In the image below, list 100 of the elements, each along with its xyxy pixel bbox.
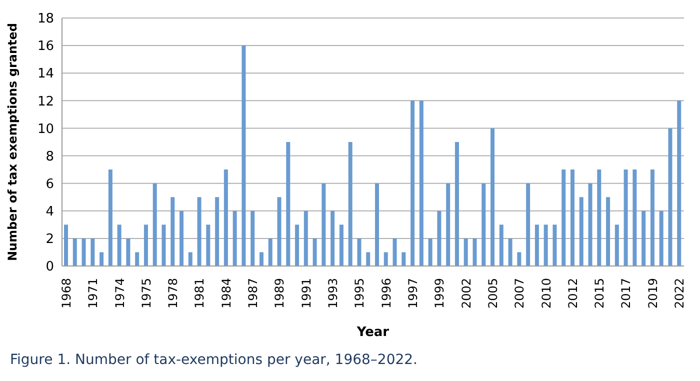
- bar: [242, 46, 246, 266]
- x-tick-label: 2007: [512, 278, 527, 309]
- bar: [437, 210, 442, 266]
- y-axis-title: Number of tax exemptions granted: [5, 23, 20, 261]
- bar: [375, 183, 379, 266]
- bar: [312, 238, 317, 266]
- bar: [650, 170, 654, 266]
- x-tick-label: 1971: [86, 278, 100, 309]
- bar: [624, 170, 628, 266]
- bar: [108, 170, 112, 266]
- y-tick-label: 2: [46, 232, 54, 248]
- bar: [250, 210, 255, 266]
- bar: [135, 252, 140, 266]
- bar: [215, 197, 220, 266]
- x-tick-label: 1978: [166, 278, 180, 309]
- bar: [64, 224, 68, 266]
- bar: [392, 238, 397, 266]
- y-tick-label: 6: [46, 176, 54, 192]
- bar: [606, 197, 610, 266]
- bar: [526, 183, 530, 266]
- bar: [259, 252, 264, 266]
- x-tick-label: 1989: [272, 278, 287, 309]
- bar: [588, 183, 592, 266]
- bar: [144, 224, 148, 266]
- bar: [286, 142, 290, 266]
- bar: [277, 197, 282, 266]
- x-tick-label: 2015: [592, 278, 607, 309]
- bar: [197, 197, 202, 266]
- bar: [268, 238, 272, 266]
- y-tick-label: 18: [37, 12, 54, 27]
- x-tick-label: 1995: [352, 278, 367, 309]
- bar: [508, 238, 512, 266]
- x-tick-label: 2002: [459, 278, 474, 309]
- bar: [188, 252, 192, 266]
- bar: [366, 252, 370, 266]
- y-tick-label: 4: [46, 204, 54, 220]
- x-tick-label: 1981: [192, 278, 207, 309]
- y-tick-label: 14: [37, 66, 54, 82]
- bar: [330, 210, 335, 266]
- bar: [339, 224, 344, 266]
- bar: [170, 197, 175, 266]
- bar: [464, 238, 468, 266]
- y-tick-label: 12: [37, 94, 54, 110]
- bar: [534, 224, 539, 266]
- bar: [410, 100, 415, 266]
- bar: [562, 170, 566, 266]
- bar: [499, 224, 504, 266]
- x-tick-label: 1997: [406, 278, 420, 309]
- bar: [232, 210, 237, 266]
- x-tick-label: 2010: [539, 278, 554, 309]
- x-tick-label: 1975: [139, 278, 154, 309]
- bar: [659, 210, 664, 266]
- bar: [162, 224, 166, 266]
- bar: [322, 183, 326, 266]
- bar: [642, 210, 646, 266]
- bar: [482, 183, 486, 266]
- bar: [632, 170, 637, 266]
- bar: [472, 238, 477, 266]
- bar: [357, 238, 362, 266]
- bar: [384, 252, 388, 266]
- x-tick-label: 1991: [299, 278, 314, 309]
- bar: [402, 252, 406, 266]
- x-tick-label: 2017: [619, 278, 634, 309]
- bar: [224, 170, 228, 266]
- bar: [100, 252, 104, 266]
- bar: [126, 238, 130, 266]
- bar: [152, 183, 157, 266]
- x-tick-label: 2012: [566, 278, 580, 309]
- bar: [570, 170, 574, 266]
- x-tick-label: 1987: [246, 278, 260, 309]
- x-tick-label: 1968: [59, 278, 74, 309]
- x-tick-label: 1996: [379, 278, 394, 309]
- bar: [117, 224, 122, 266]
- y-tick-label: 0: [46, 260, 54, 275]
- bar: [446, 183, 450, 266]
- bar: [82, 238, 86, 266]
- bar: [419, 100, 424, 266]
- bar: [72, 238, 77, 266]
- y-tick-label: 16: [37, 39, 54, 54]
- bar: [677, 100, 682, 266]
- bar: [552, 224, 557, 266]
- x-tick-label: 2019: [646, 278, 660, 309]
- bar: [206, 224, 210, 266]
- bar: [295, 224, 300, 266]
- bar: [454, 142, 459, 266]
- bar: [348, 142, 352, 266]
- x-tick-label: 2022: [672, 278, 687, 309]
- x-tick-label: 1974: [112, 278, 127, 309]
- bar: [428, 238, 432, 266]
- x-tick-label: 1993: [326, 278, 340, 309]
- bar: [180, 210, 184, 266]
- x-tick-label: 2005: [486, 278, 500, 309]
- bar: [668, 128, 672, 266]
- bar: [517, 252, 522, 266]
- caption: Figure 1. Number of tax-exemptions per year, 1968–2022.: [10, 352, 418, 368]
- y-tick-label: 10: [37, 122, 54, 137]
- x-axis-title: Year: [356, 325, 390, 340]
- bar: [544, 224, 548, 266]
- bar: [597, 170, 602, 266]
- bar: [490, 128, 495, 266]
